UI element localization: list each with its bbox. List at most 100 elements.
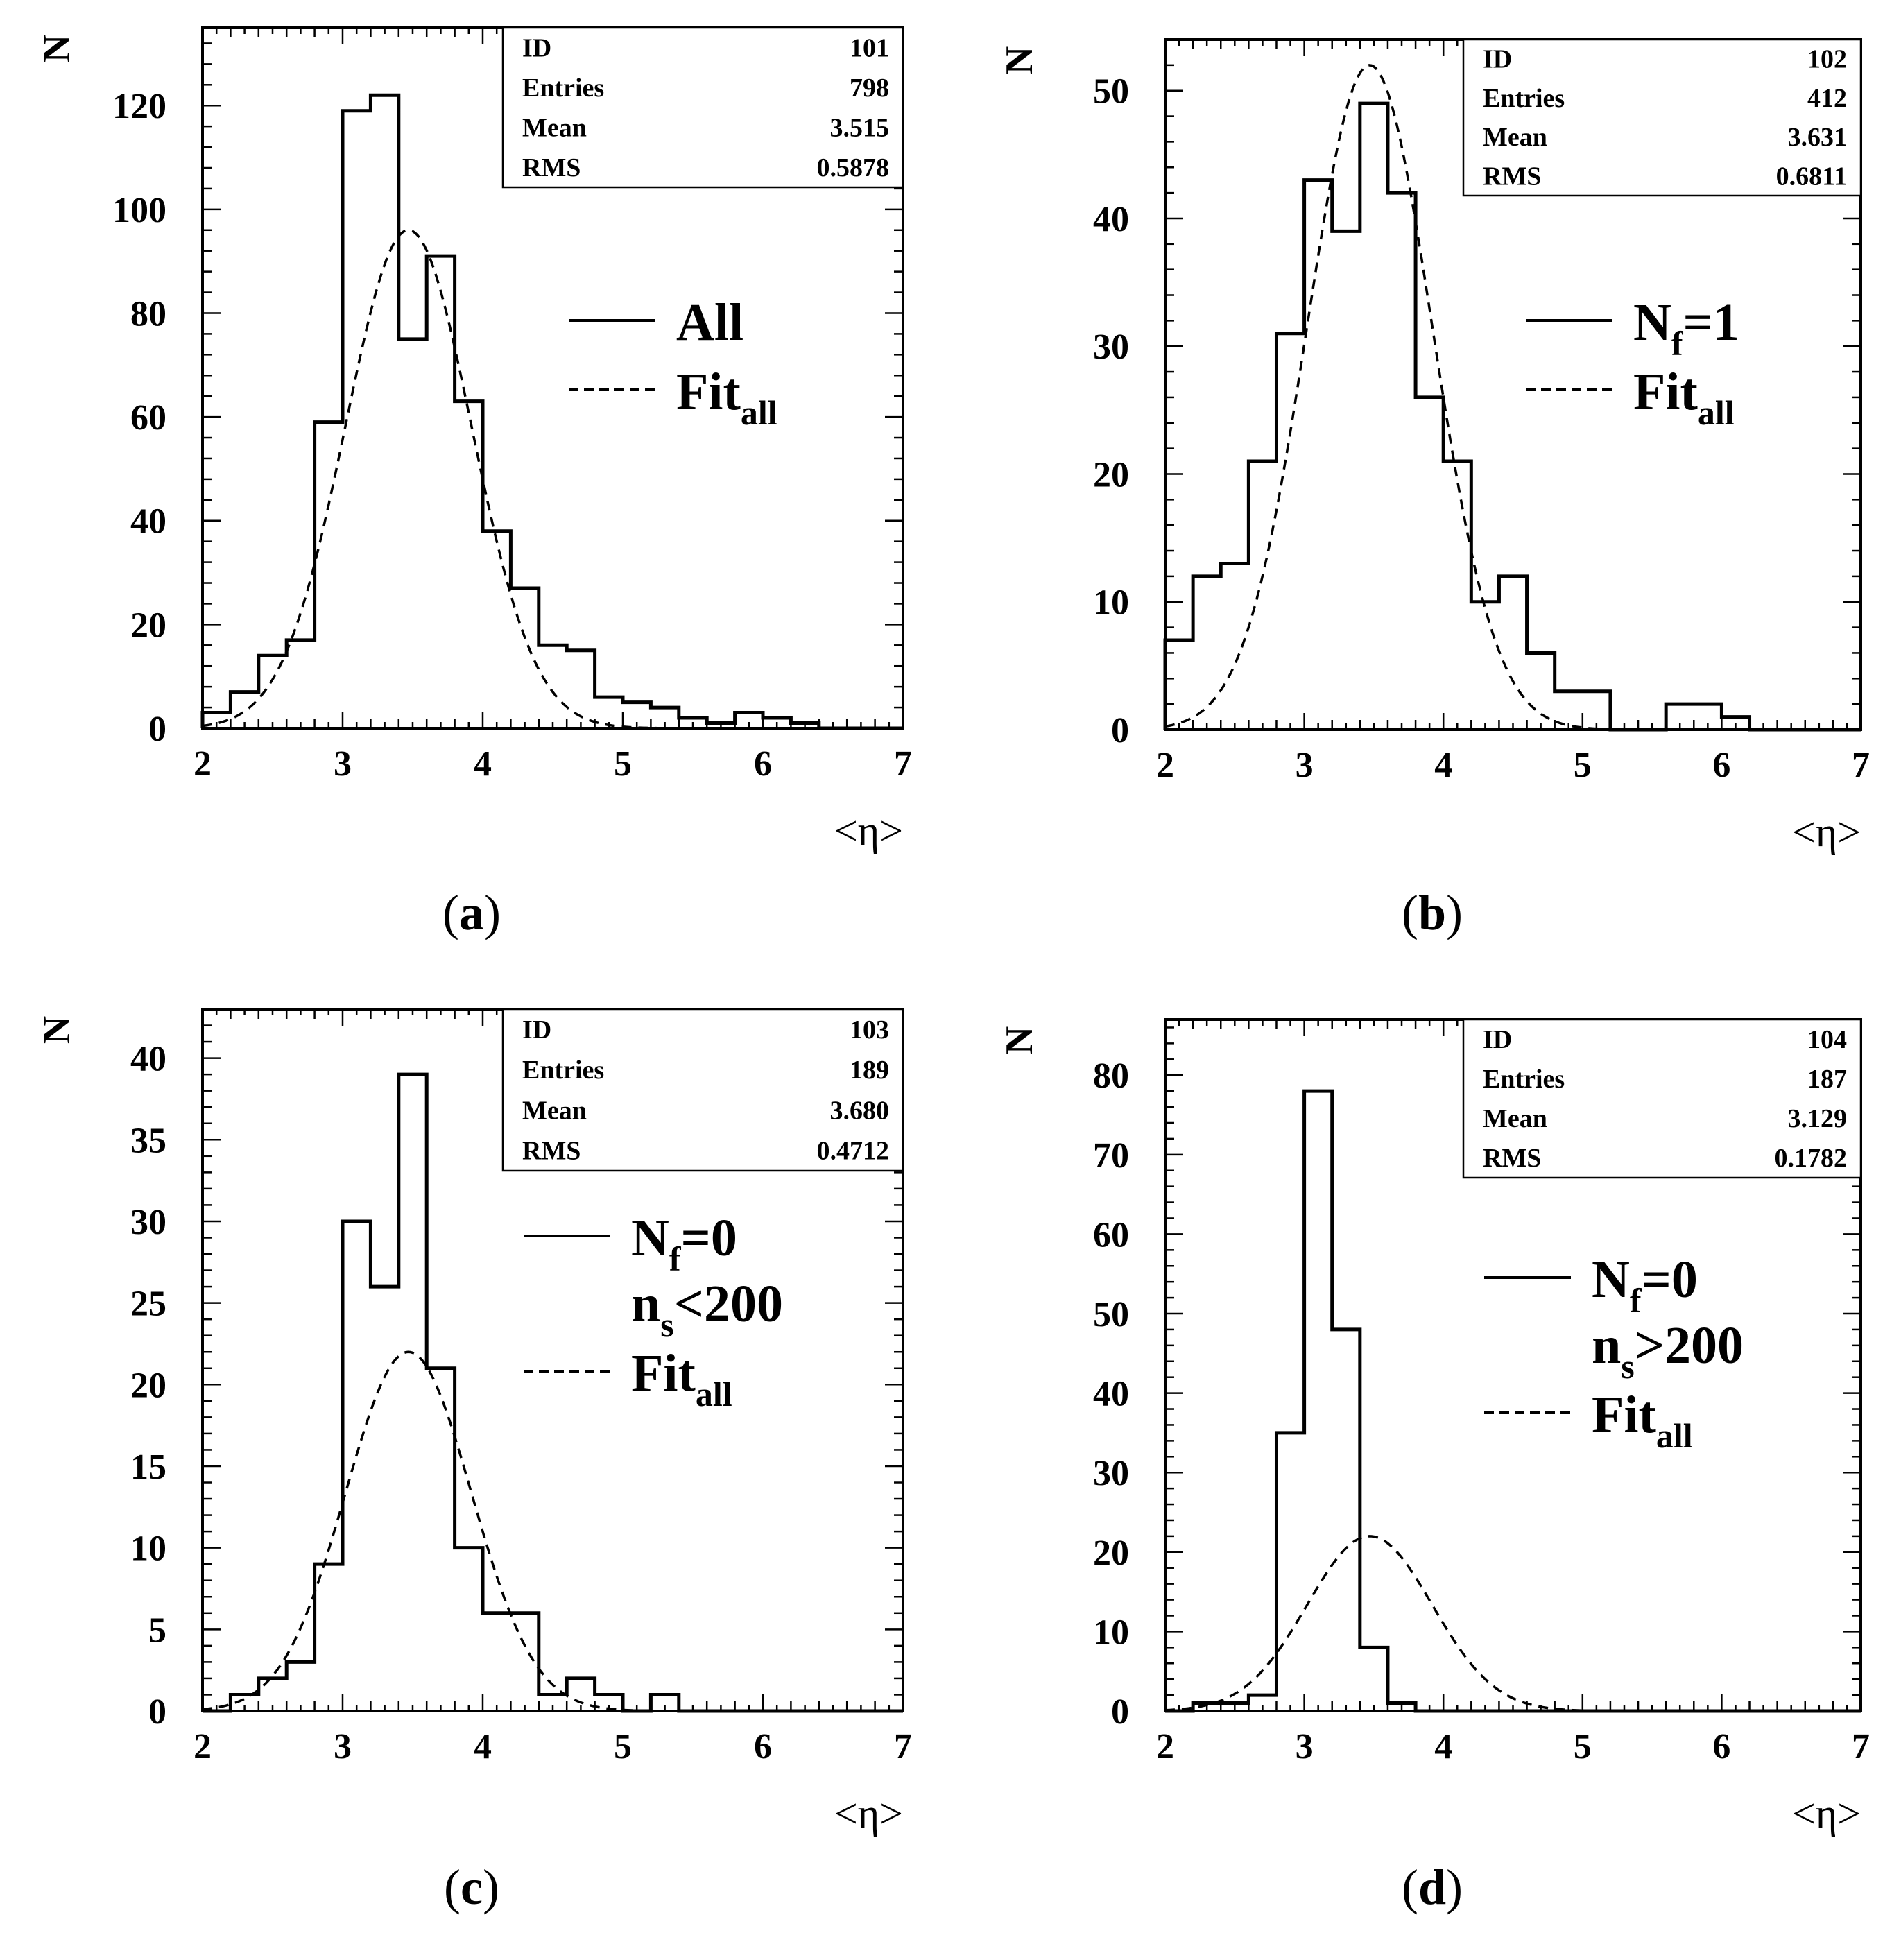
caption-letter: d [1418,1859,1446,1915]
y-tick-label: 80 [130,294,166,334]
y-tick-label: 40 [1093,1375,1129,1414]
stats-value: 0.1782 [1775,1144,1848,1173]
stats-value: 0.5878 [817,153,890,182]
legend-label: Nf=0 [631,1209,737,1278]
stats-box [501,26,904,189]
stats-key: Entries [522,1056,604,1085]
stats-value: 187 [1807,1065,1847,1094]
stats-value: 0.6811 [1776,162,1847,191]
panel-a: 2 3 4 5 6 7 0 20 40 60 80 100 120 N <η> ID 101 Entries 798… [35,26,912,940]
y-tick-label: 70 [1093,1136,1129,1176]
caption-letter: a [459,885,484,940]
legend-sub: f [1630,1281,1642,1320]
stats-key: Mean [522,1096,587,1125]
stats-key: Entries [1483,84,1565,113]
panel-c: 2 3 4 5 6 7 0 5 10 15 20 25 30 35 40 N <η> ID 103 Entries 18… [35,1008,912,1915]
y-tick-label: 20 [1093,1533,1129,1573]
y-tick-label: 35 [130,1121,166,1160]
stats-value: 798 [850,74,889,103]
y-tick-label: 40 [130,502,166,542]
y-tick-label: 0 [148,710,166,749]
histogram-series [200,93,903,730]
y-tick-label: 10 [1093,1613,1129,1652]
x-tick-label: 6 [754,744,772,784]
legend-tail: <200 [674,1275,783,1333]
panel-caption: (d) [1402,1859,1463,1915]
legend-label: ns<200 [631,1275,783,1344]
legend-sub: all [741,393,777,432]
caption-open-paren: ( [442,885,459,940]
y-tick-label: 40 [1093,200,1129,239]
y-tick-label: 0 [1111,711,1129,750]
stats-value: 101 [850,33,889,62]
fit-curve [1164,1535,1861,1712]
stats-box [501,1008,904,1172]
stats-value: 102 [1807,45,1847,74]
stats-key: RMS [522,153,580,182]
stats-value: 412 [1807,84,1847,113]
x-tick-label: 4 [1434,746,1452,785]
x-tick-label: 7 [1852,746,1870,785]
caption-open-paren: ( [1402,885,1418,940]
y-tick-label: 60 [1093,1215,1129,1255]
legend-label: All [676,293,743,352]
x-tick-label: 5 [614,1727,632,1766]
legend-main: Fit [676,363,741,421]
y-tick-label: 30 [130,1203,166,1242]
x-tick-label: 7 [894,1727,912,1766]
stats-key: RMS [1483,162,1541,191]
legend-main: n [631,1275,660,1333]
caption-letter: b [1418,885,1446,940]
legend-label: Fitall [631,1344,732,1413]
histogram-series [1165,1089,1861,1713]
legend-label: Nf=1 [1633,293,1739,363]
legend-main: N [1633,293,1671,352]
stats-value: 3.631 [1788,123,1848,152]
x-tick-label: 7 [894,744,912,784]
legend-label: ns>200 [1592,1316,1744,1386]
x-tick-label: 2 [194,744,212,784]
y-axis-label: N [998,46,1041,74]
stats-key: ID [1483,1025,1512,1054]
stats-key: Mean [1483,1104,1547,1133]
caption-close-paren: ) [483,1859,499,1915]
x-axis-label: <η> [834,1791,903,1837]
stats-key: ID [522,33,551,62]
caption-open-paren: ( [1402,1859,1418,1915]
legend-tail: >200 [1635,1316,1744,1375]
panel-caption: (c) [444,1859,499,1915]
y-tick-label: 30 [1093,1454,1129,1493]
legend-main: Fit [631,1344,696,1402]
legend-sub: f [1671,324,1684,363]
y-tick-label: 120 [112,87,166,126]
legend-label: Nf=0 [1592,1250,1698,1320]
stats-value: 103 [850,1015,889,1045]
fit-curve [202,1350,903,1712]
x-axis-label: <η> [834,808,903,854]
legend-main: Fit [1592,1386,1656,1444]
y-tick-label: 0 [148,1692,166,1732]
legend-label: Fitall [1592,1386,1693,1455]
y-tick-label: 20 [130,1366,166,1405]
stats-key: ID [1483,45,1512,74]
panel-caption: (b) [1402,885,1463,940]
x-tick-label: 6 [1712,746,1730,785]
stats-value: 3.515 [830,113,890,142]
stats-value: 3.129 [1788,1104,1848,1133]
y-tick-label: 20 [130,605,166,645]
x-tick-label: 4 [474,744,492,784]
stats-box [1462,1018,1862,1179]
stats-key: Mean [522,113,587,142]
y-tick-label: 80 [1093,1056,1129,1096]
stats-key: Entries [1483,1065,1565,1094]
y-tick-label: 25 [130,1284,166,1324]
x-tick-label: 5 [1574,746,1592,785]
x-axis-label: <η> [1792,809,1861,855]
legend-sub: s [1621,1347,1634,1386]
stats-value: 104 [1807,1025,1847,1054]
stats-key: ID [522,1015,551,1045]
stats-key: Entries [522,74,604,103]
